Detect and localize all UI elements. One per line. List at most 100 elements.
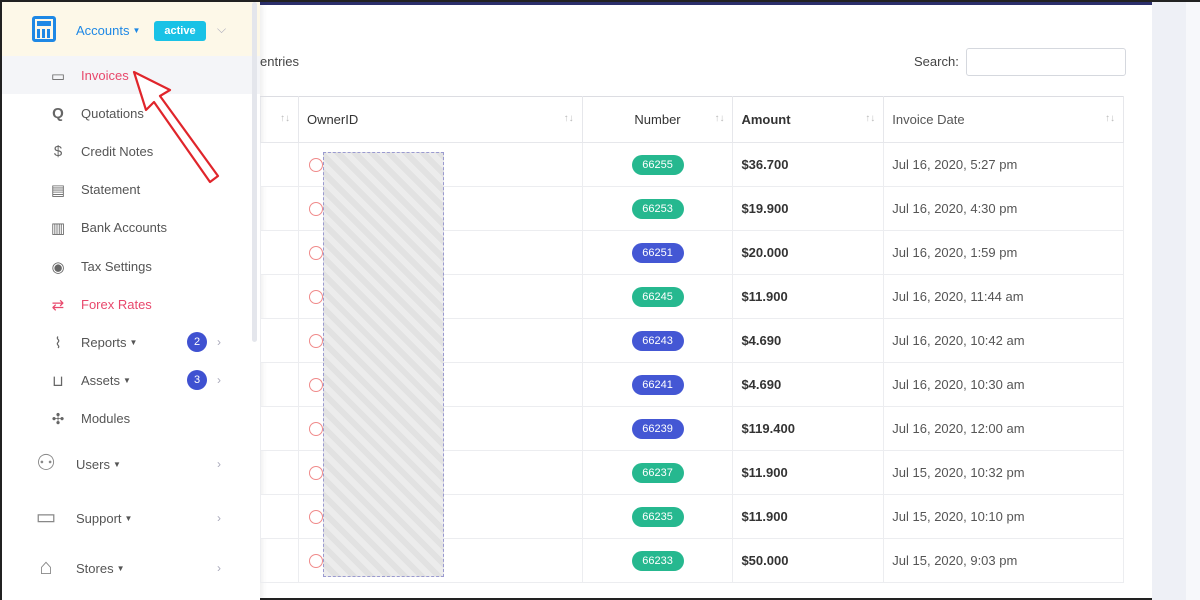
puzzle-icon: ✣ [51,411,65,428]
user-avatar-icon [308,422,323,437]
invoice-number-badge[interactable]: 66239 [631,418,684,439]
sort-icon[interactable]: ↑↓ [714,113,725,124]
row-select-cell [260,538,299,583]
invoice-number-badge[interactable]: 66251 [631,242,684,263]
date-cell: Jul 15, 2020, 9:03 pm [883,538,1124,583]
invoice-number-badge[interactable]: 66245 [631,286,684,307]
row-select-cell [260,318,299,363]
amount-cell: $11.900 [732,494,885,539]
amount-cell: $11.900 [732,450,885,495]
table-row[interactable]: 66233 $50.000 Jul 15, 2020, 9:03 pm [260,538,1124,583]
chevron-right-icon[interactable]: › [217,373,221,387]
sidebar-item-forex-rates[interactable]: Forex Rates [81,297,152,312]
sidebar-item-accounts[interactable]: Accounts ▼ active ⌵ [2,2,260,56]
bank-icon: ▥ [50,220,66,237]
column-header-ownerid[interactable]: OwnerID ↑↓ [297,96,583,143]
invoice-icon: ▭ [50,68,66,85]
invoice-number-badge[interactable]: 66255 [631,154,684,175]
top-accent-line [260,2,1160,5]
column-header-amount[interactable]: Amount ↑↓ [732,96,885,143]
user-avatar-icon [308,334,323,349]
amount-cell: $36.700 [732,142,885,187]
user-avatar-icon [308,510,323,525]
column-header-select[interactable]: ↑↓ [260,96,299,143]
amount-cell: $19.900 [732,186,885,231]
sidebar-item-modules[interactable]: Modules [81,411,131,426]
sort-icon[interactable]: ↑↓ [865,113,876,124]
invoice-number-badge[interactable]: 66253 [631,198,684,219]
row-select-cell [260,142,299,187]
number-cell: 66255 [581,142,734,187]
row-select-cell [260,362,299,407]
caret-down-icon: ▼ [124,514,133,523]
right-panel-edge [1186,2,1200,600]
accounts-dropdown[interactable]: Accounts ▼ [76,23,141,38]
number-cell: 66239 [581,406,734,451]
invoice-number-badge[interactable]: 66241 [631,374,684,395]
date-cell: Jul 15, 2020, 10:32 pm [883,450,1124,495]
chart-icon: ⌇ [54,335,62,352]
caret-down-icon: ▼ [132,26,141,35]
date-cell: Jul 16, 2020, 5:27 pm [883,142,1124,187]
row-select-cell [260,494,299,539]
column-header-number[interactable]: Number ↑↓ [581,96,734,143]
credit-note-icon: $ [53,143,63,160]
right-panel [1152,2,1186,600]
date-cell: Jul 16, 2020, 4:30 pm [883,186,1124,231]
sidebar-item-reports[interactable]: Reports ▼ [81,335,138,350]
amount-cell: $4.690 [732,318,885,363]
reports-count-badge: 2 [187,332,207,352]
sidebar-item-bank-accounts[interactable]: Bank Accounts [81,220,167,235]
sidebar-item-users[interactable]: Users ▼ [76,457,121,472]
chevron-right-icon[interactable]: › [217,511,221,525]
exchange-icon: ⇄ [51,297,65,314]
date-cell: Jul 16, 2020, 10:42 am [883,318,1124,363]
invoice-number-badge[interactable]: 66235 [631,506,684,527]
invoice-number-badge[interactable]: 66233 [631,550,684,571]
sort-icon[interactable]: ↑↓ [279,113,290,124]
sidebar-scrollbar[interactable] [252,2,257,342]
sidebar-item-tax-settings[interactable]: Tax Settings [81,259,152,274]
user-avatar-icon [308,202,323,217]
number-cell: 66243 [581,318,734,363]
user-icon: ⚇ [36,450,56,475]
number-cell: 66253 [581,186,734,231]
invoice-number-badge[interactable]: 66237 [631,462,684,483]
entries-label: entries [260,54,300,69]
chevron-down-icon[interactable]: ⌵ [217,22,227,36]
search-label: Search: [914,54,959,69]
caret-down-icon: ▼ [123,376,131,385]
caret-down-icon: ▼ [112,460,121,469]
sidebar-item-credit-notes[interactable]: Credit Notes [81,144,154,159]
user-avatar-icon [308,378,323,393]
sidebar-item-stores[interactable]: Stores ▼ [76,561,125,576]
sidebar-item-assets[interactable]: Assets ▼ [81,373,131,388]
sidebar-item-quotations[interactable]: Quotations [81,106,144,121]
user-avatar-icon [308,246,323,261]
date-cell: Jul 15, 2020, 10:10 pm [883,494,1124,539]
search-input[interactable] [966,48,1126,76]
caret-down-icon: ▼ [129,338,138,347]
store-icon: ⌂ [39,554,53,579]
sidebar-item-support[interactable]: Support ▼ [76,511,133,526]
column-header-invoice-date[interactable]: Invoice Date ↑↓ [883,96,1124,143]
row-select-cell [260,230,299,275]
sidebar-item-statement[interactable]: Statement [81,182,141,197]
chevron-right-icon[interactable]: › [217,561,221,575]
user-avatar-icon [308,554,323,569]
invoice-number-badge[interactable]: 66243 [631,330,684,351]
sidebar-item-invoices[interactable]: Invoices [81,68,129,83]
number-cell: 66241 [581,362,734,407]
row-select-cell [260,186,299,231]
quotation-icon: Q [52,105,64,122]
row-select-cell [260,406,299,451]
amount-cell: $11.900 [732,274,885,319]
date-cell: Jul 16, 2020, 12:00 am [883,406,1124,451]
date-cell: Jul 16, 2020, 1:59 pm [883,230,1124,275]
chevron-right-icon[interactable]: › [217,457,221,471]
number-cell: 66251 [581,230,734,275]
chat-icon: ▭ [35,504,57,529]
sort-icon[interactable]: ↑↓ [563,113,574,124]
chevron-right-icon[interactable]: › [217,335,221,349]
sort-icon[interactable]: ↑↓ [1105,113,1115,124]
